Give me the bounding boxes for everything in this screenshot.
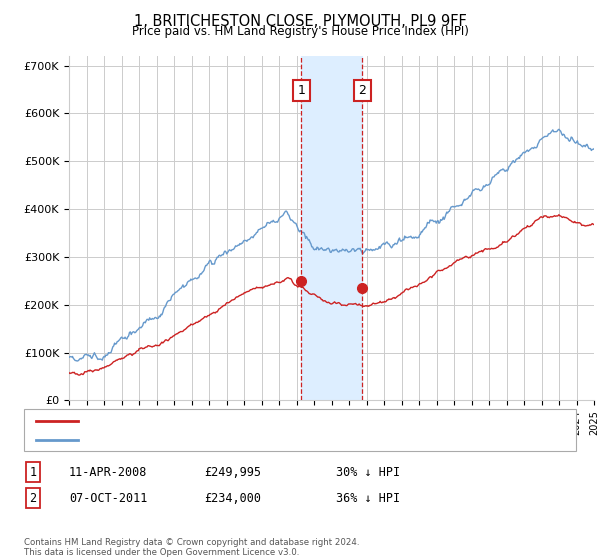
Text: 30% ↓ HPI: 30% ↓ HPI	[336, 465, 400, 479]
Text: HPI: Average price, detached house, South Hams: HPI: Average price, detached house, Sout…	[84, 435, 371, 445]
Text: 1, BRITICHESTON CLOSE, PLYMOUTH, PL9 9FF: 1, BRITICHESTON CLOSE, PLYMOUTH, PL9 9FF	[134, 14, 466, 29]
Text: 2: 2	[29, 492, 37, 505]
Text: 1: 1	[297, 84, 305, 97]
Bar	[301, 56, 362, 400]
Text: £234,000: £234,000	[204, 492, 261, 505]
Text: Contains HM Land Registry data © Crown copyright and database right 2024.
This d: Contains HM Land Registry data © Crown c…	[24, 538, 359, 557]
Text: 1, BRITICHESTON CLOSE, PLYMOUTH, PL9 9FF (detached house): 1, BRITICHESTON CLOSE, PLYMOUTH, PL9 9FF…	[84, 416, 440, 426]
Text: 07-OCT-2011: 07-OCT-2011	[69, 492, 148, 505]
Text: Price paid vs. HM Land Registry's House Price Index (HPI): Price paid vs. HM Land Registry's House …	[131, 25, 469, 38]
Text: £249,995: £249,995	[204, 465, 261, 479]
Text: 1: 1	[29, 465, 37, 479]
Text: 11-APR-2008: 11-APR-2008	[69, 465, 148, 479]
Text: 2: 2	[359, 84, 367, 97]
Text: 36% ↓ HPI: 36% ↓ HPI	[336, 492, 400, 505]
